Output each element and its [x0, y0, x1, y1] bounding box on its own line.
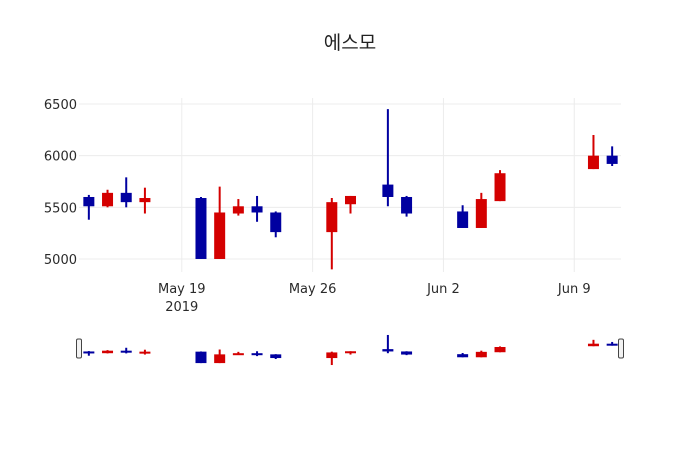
slider-candle: [102, 350, 114, 354]
slider-body: [120, 350, 132, 353]
candle-increasing: [232, 199, 244, 216]
slider-body: [270, 354, 282, 359]
slider-body: [326, 352, 338, 359]
candle-body: [475, 199, 487, 228]
x-tick-label: May 26: [289, 282, 337, 297]
candle-decreasing: [120, 177, 132, 208]
candle-increasing: [102, 189, 114, 208]
slider-candle: [606, 341, 618, 346]
slider-candle: [587, 339, 599, 347]
slider-body: [214, 354, 226, 364]
x-tick-label: May 19: [158, 282, 206, 297]
candle-body: [382, 184, 394, 197]
slider-candle: [475, 350, 487, 358]
candle-body: [606, 155, 618, 164]
slider-candle: [83, 351, 95, 356]
slider-candle: [195, 351, 207, 364]
slider-candle: [251, 351, 263, 357]
slider-body: [494, 346, 506, 353]
slider-body: [139, 351, 151, 354]
slider-body: [345, 351, 356, 354]
candle-body: [195, 198, 207, 259]
candle-body: [587, 155, 599, 170]
gridlines: [79, 98, 621, 272]
slider-right-handle[interactable]: [618, 338, 624, 359]
chart-title: 에스모: [323, 32, 377, 54]
y-tick-label: 6500: [44, 98, 77, 113]
candle-decreasing: [195, 196, 207, 259]
candle-body: [345, 195, 356, 205]
candle-decreasing: [401, 195, 413, 217]
x-tick-year-label: 2019: [165, 300, 198, 315]
slider-candle: [457, 353, 469, 358]
candle-decreasing: [83, 194, 95, 220]
slider-body: [102, 350, 114, 354]
y-tick-label: 6000: [44, 150, 77, 165]
candle-body: [401, 196, 413, 214]
slider-body: [195, 351, 207, 364]
candle-increasing: [475, 192, 487, 228]
slider-left-handle[interactable]: [76, 338, 82, 359]
slider-body: [232, 353, 244, 356]
y-axis: 5000 5500 6000 6500: [44, 98, 77, 268]
slider-body: [457, 354, 469, 358]
slider-body: [475, 351, 487, 358]
candle-body: [102, 192, 114, 207]
y-tick-label: 5000: [44, 253, 77, 268]
candle-increasing: [326, 198, 338, 270]
slider-body: [587, 343, 599, 347]
y-tick-label: 5500: [44, 201, 77, 216]
slider-candle: [232, 351, 244, 356]
slider-body: [401, 351, 413, 355]
candle-increasing: [214, 186, 226, 259]
range-slider[interactable]: [76, 334, 624, 366]
x-tick-label: Jun 2: [426, 282, 460, 297]
candle-decreasing: [382, 109, 394, 207]
slider-candle: [326, 351, 338, 366]
slider-candle: [494, 346, 506, 353]
candle-increasing: [139, 187, 151, 214]
candle-body: [139, 198, 151, 203]
candles: [83, 109, 618, 270]
x-axis: May 19 2019 May 26 Jun 2 Jun 9: [158, 282, 591, 315]
candle-decreasing: [457, 205, 469, 228]
candle-decreasing: [606, 146, 618, 166]
candle-increasing: [494, 170, 506, 202]
slider-candle: [345, 351, 356, 355]
slider-body: [251, 353, 263, 356]
candle-body: [214, 212, 226, 259]
candle-body: [326, 202, 338, 233]
candle-body: [270, 212, 282, 233]
candle-increasing: [587, 134, 599, 170]
slider-candle: [120, 347, 132, 354]
slider-body: [382, 349, 394, 352]
candle-body: [232, 206, 244, 214]
slider-candle: [214, 349, 226, 364]
candle-body: [494, 173, 506, 202]
candle-body: [120, 192, 132, 203]
slider-body: [606, 343, 618, 346]
candle-increasing: [345, 195, 356, 214]
candle-decreasing: [270, 211, 282, 238]
candle-body: [251, 206, 263, 213]
candle-decreasing: [251, 195, 263, 222]
slider-candle: [139, 349, 151, 355]
slider-body: [83, 351, 95, 354]
candle-body: [457, 211, 469, 228]
x-tick-label: Jun 9: [557, 282, 591, 297]
slider-candle: [382, 334, 394, 354]
slider-candle: [270, 354, 282, 360]
slider-candle: [401, 351, 413, 356]
candle-body: [83, 196, 95, 207]
